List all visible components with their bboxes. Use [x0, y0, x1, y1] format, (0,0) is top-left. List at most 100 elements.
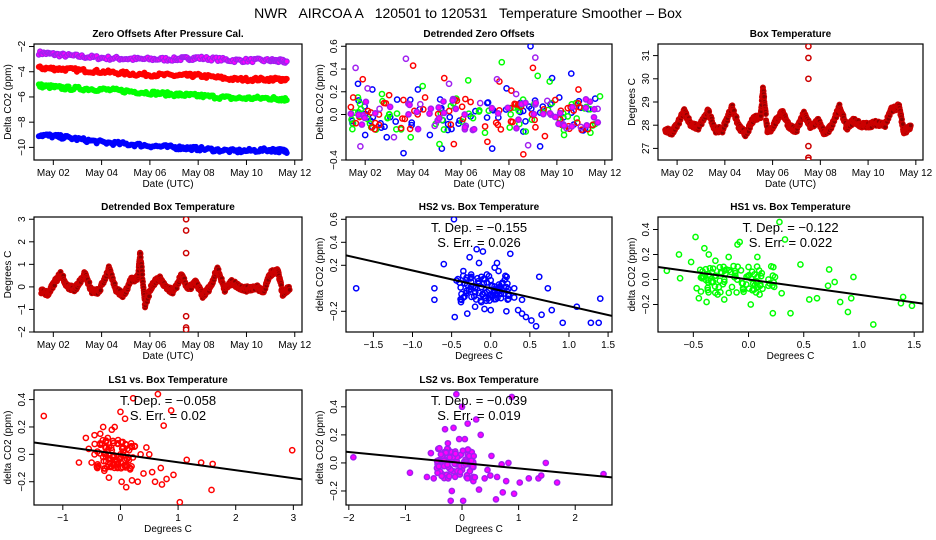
data-point: [458, 103, 466, 111]
x-axis-label: Date (UTC): [142, 351, 193, 362]
data-point: [494, 121, 502, 129]
stderr-annotation: S. Err. = 0.022: [749, 235, 832, 250]
data-point: [544, 284, 552, 292]
x-tick-label: May 12: [588, 168, 621, 179]
y-tick-label: 30: [641, 73, 652, 85]
data-point: [82, 434, 90, 442]
outlier-point: [805, 142, 812, 150]
y-tick-label: 3: [17, 216, 28, 222]
data-point: [40, 412, 48, 420]
y-tick-label: 31: [641, 50, 652, 62]
data-point: [208, 486, 215, 494]
data-point: [705, 276, 712, 284]
data-point: [502, 477, 510, 485]
data-point: [481, 475, 489, 482]
regression-line: [346, 254, 612, 317]
data-point: [538, 311, 545, 319]
x-axis-label: Degrees C: [455, 351, 503, 362]
data-point: [288, 446, 296, 454]
data-point: [158, 481, 166, 488]
data-point: [542, 459, 550, 467]
data-point: [757, 272, 765, 280]
panel-title: LS1 vs. Box Temperature: [108, 375, 228, 386]
data-point: [426, 131, 434, 139]
data-point: [594, 119, 602, 126]
y-axis-label: delta CO2 (ppm): [627, 238, 638, 312]
data-point: [405, 110, 412, 118]
data-point: [704, 284, 712, 292]
data-point: [400, 96, 407, 104]
data-point: [109, 437, 117, 445]
data-point: [527, 44, 534, 50]
data-point: [813, 294, 821, 302]
data-point: [103, 463, 111, 471]
plot-frame: [345, 389, 613, 506]
x-tick-label: May 08: [182, 340, 215, 351]
plot-frame: [345, 43, 613, 161]
y-tick-label: −4: [17, 66, 28, 78]
data-point: [128, 462, 135, 470]
outlier-point: [805, 75, 812, 83]
y-tick-label: 27: [641, 142, 652, 154]
data-point: [728, 283, 736, 291]
stderr-annotation: S. Err. = 0.019: [437, 408, 520, 423]
data-point: [596, 92, 604, 100]
data-point: [725, 266, 733, 274]
data-point: [522, 99, 529, 107]
data-point: [349, 120, 357, 127]
data-point: [382, 99, 390, 107]
data-point: [475, 108, 483, 115]
data-point: [769, 272, 777, 279]
data-point: [481, 123, 489, 130]
x-axis-label: Date (UTC): [142, 179, 193, 190]
x-tick-label: May 06: [756, 168, 789, 179]
data-point: [355, 111, 362, 119]
data-point: [118, 478, 125, 486]
data-point: [693, 284, 700, 292]
series-HS2: [35, 131, 290, 157]
data-point: [131, 443, 138, 450]
data-point: [461, 111, 469, 118]
x-tick-label: May 02: [349, 168, 382, 179]
data-point: [745, 285, 753, 292]
y-axis-label: Degrees C: [3, 251, 14, 299]
data-point: [564, 112, 572, 120]
data-point: [536, 143, 544, 150]
data-point: [762, 110, 769, 117]
data-point: [151, 478, 159, 486]
y-axis-label: delta CO2 (ppm): [315, 411, 326, 485]
data-point: [283, 58, 290, 65]
data-point: [356, 100, 364, 108]
data-point: [441, 425, 449, 433]
x-axis-label: Date (UTC): [765, 179, 816, 190]
plot-area: [662, 44, 914, 160]
data-point: [128, 442, 135, 450]
y-tick-label: 0.2: [329, 84, 340, 98]
data-point: [75, 459, 83, 466]
y-tick-label: −0.2: [641, 294, 652, 314]
data-point: [560, 122, 568, 129]
data-point: [479, 291, 486, 299]
data-point: [461, 123, 469, 131]
data-point: [733, 289, 740, 296]
x-tick-label: May 02: [37, 340, 70, 351]
data-point: [583, 122, 591, 129]
data-point: [209, 460, 217, 468]
data-point: [406, 125, 414, 133]
data-point: [541, 132, 549, 140]
data-point: [409, 62, 417, 69]
data-point: [505, 459, 512, 467]
data-point: [488, 452, 495, 460]
data-point: [473, 245, 481, 253]
data-point: [498, 280, 506, 288]
data-point: [416, 100, 424, 108]
data-point: [836, 298, 844, 306]
data-point: [797, 261, 804, 268]
data-point: [709, 265, 717, 272]
series-LS2: [35, 48, 290, 66]
data-point: [163, 475, 170, 483]
data-point: [91, 440, 99, 448]
y-tick-label: 0.0: [329, 456, 340, 470]
data-point: [431, 284, 438, 292]
x-tick-label: 1.0: [562, 340, 576, 351]
